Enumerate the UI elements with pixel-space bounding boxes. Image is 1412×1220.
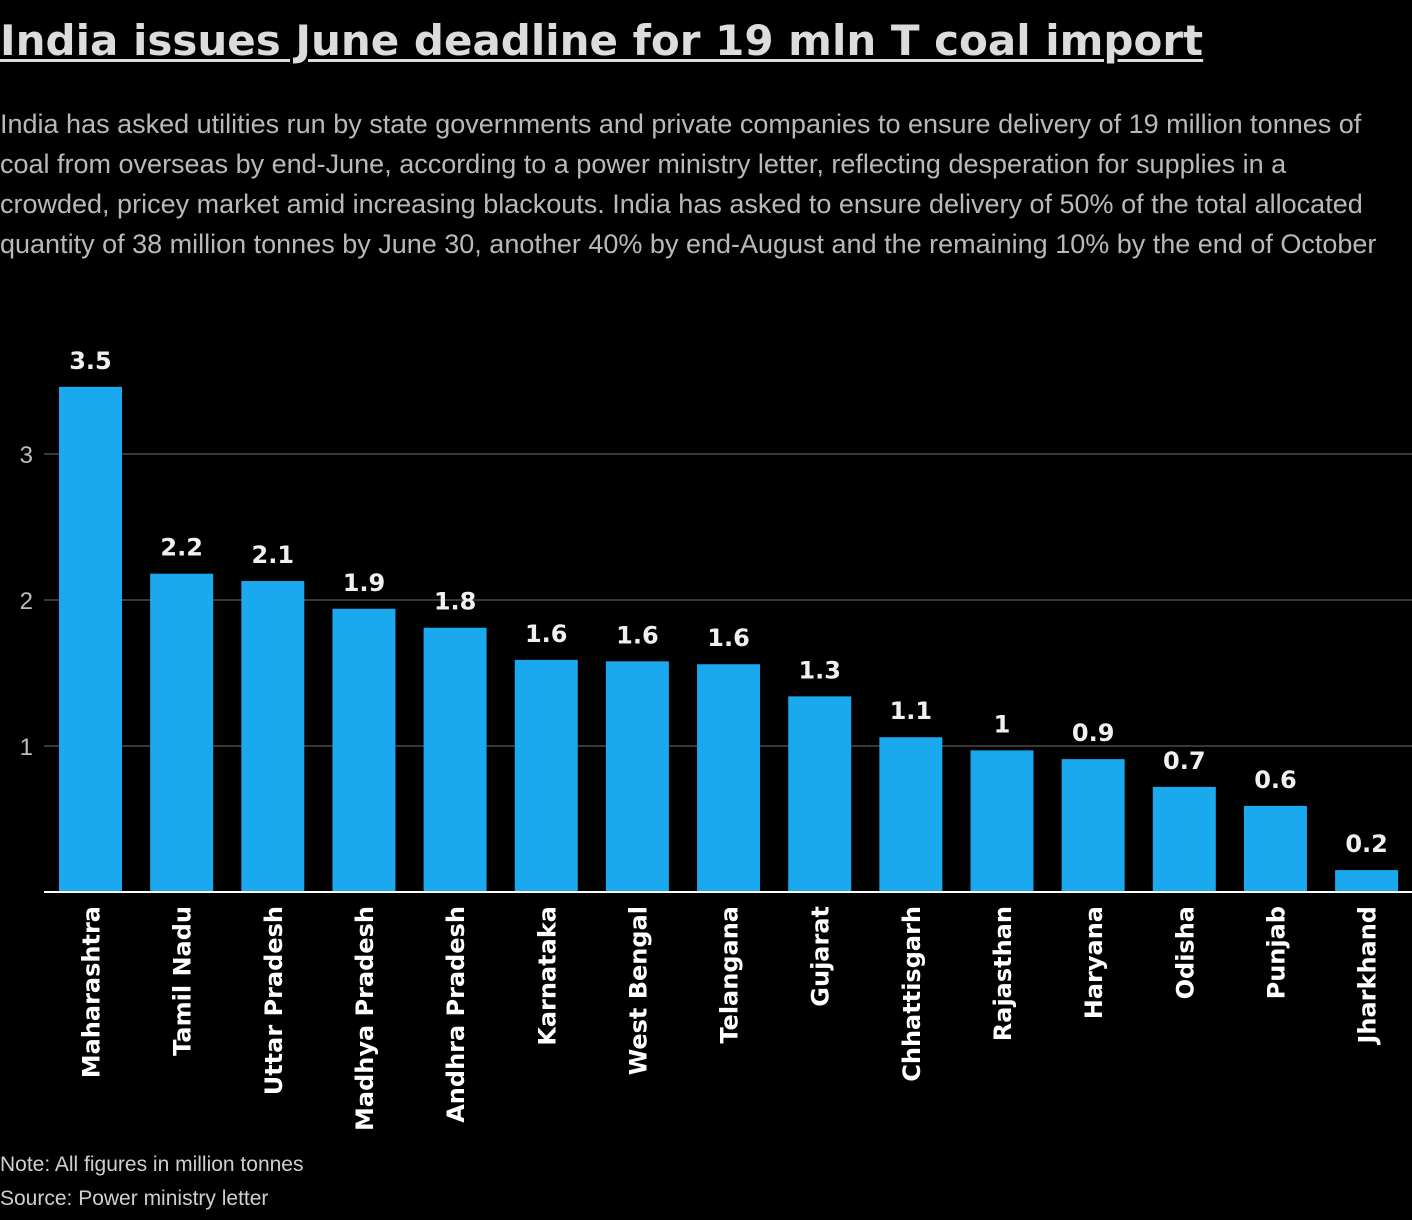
- bars: [59, 386, 1399, 892]
- y-tick-label: 2: [20, 588, 33, 615]
- bar-telangana: [697, 664, 761, 892]
- bar-tamil-nadu: [150, 573, 214, 892]
- category-label: Haryana: [1080, 906, 1108, 1019]
- category-label: Punjab: [1262, 906, 1290, 999]
- data-labels: 3.5 2.2 2.1 1.9 1.8 1.6 1.6 1.6 1.3 1.1 1 0.9 0.7 0.6…: [69, 347, 1388, 858]
- data-label: 1.6: [616, 621, 659, 649]
- bar-odisha: [1152, 786, 1216, 892]
- y-tick-label: 3: [20, 442, 33, 469]
- bar-rajasthan: [970, 750, 1034, 892]
- x-axis-ticks: Maharashtra Tamil Nadu Uttar Pradesh Madhya…: [78, 906, 1382, 1131]
- bar-punjab: [1243, 805, 1307, 892]
- category-label: Tamil Nadu: [169, 906, 197, 1056]
- data-label: 1: [994, 710, 1011, 738]
- bar-uttar-pradesh: [241, 581, 305, 892]
- data-label: 1.6: [707, 624, 750, 652]
- data-label: 1.8: [434, 588, 477, 616]
- bar-madhya-pradesh: [332, 608, 396, 892]
- bar-chhattisgarh: [879, 737, 943, 892]
- bar-andhra-pradesh: [423, 627, 487, 892]
- data-label: 2.2: [160, 534, 203, 562]
- bar-west-bengal: [605, 661, 669, 892]
- category-label: Karnataka: [533, 906, 561, 1046]
- category-label: Jharkhand: [1354, 906, 1382, 1046]
- category-label: Odisha: [1171, 906, 1199, 999]
- data-label: 0.7: [1163, 747, 1206, 775]
- chart-subtitle: India has asked utilities run by state g…: [0, 109, 1377, 259]
- category-label: Maharashtra: [78, 906, 106, 1078]
- bar-chart: 3.5 2.2 2.1 1.9 1.8 1.6 1.6 1.6 1.3 1.1 1 0.9 0.7 0.6…: [20, 347, 1412, 1131]
- data-label: 0.6: [1254, 766, 1297, 794]
- bar-jharkhand: [1335, 870, 1399, 892]
- category-label: Gujarat: [807, 906, 835, 1007]
- bar-gujarat: [788, 696, 852, 892]
- data-label: 2.1: [252, 541, 295, 569]
- chart-title: India issues June deadline for 19 mln T …: [0, 16, 1204, 65]
- data-label: 0.2: [1345, 830, 1388, 858]
- data-label: 3.5: [69, 347, 112, 375]
- y-axis-ticks: 1 2 3: [20, 442, 33, 761]
- y-tick-label: 1: [20, 734, 33, 761]
- source-note: Source: Power ministry letter: [0, 1187, 269, 1210]
- data-label: 1.6: [525, 620, 568, 648]
- bar-haryana: [1061, 759, 1125, 892]
- data-label: 1.9: [343, 569, 386, 597]
- data-label: 0.9: [1072, 719, 1115, 747]
- category-label: Uttar Pradesh: [260, 906, 288, 1095]
- footnote: Note: All figures in million tonnes: [0, 1153, 304, 1176]
- data-label: 1.3: [798, 656, 841, 684]
- category-label: Telangana: [716, 906, 744, 1044]
- data-label: 1.1: [890, 697, 933, 725]
- category-label: West Bengal: [624, 906, 652, 1075]
- bar-karnataka: [514, 659, 578, 892]
- category-label: Andhra Pradesh: [442, 906, 470, 1123]
- category-label: Chhattisgarh: [898, 906, 926, 1082]
- category-label: Rajasthan: [989, 906, 1017, 1041]
- category-label: Madhya Pradesh: [351, 906, 379, 1131]
- bar-maharashtra: [59, 386, 122, 892]
